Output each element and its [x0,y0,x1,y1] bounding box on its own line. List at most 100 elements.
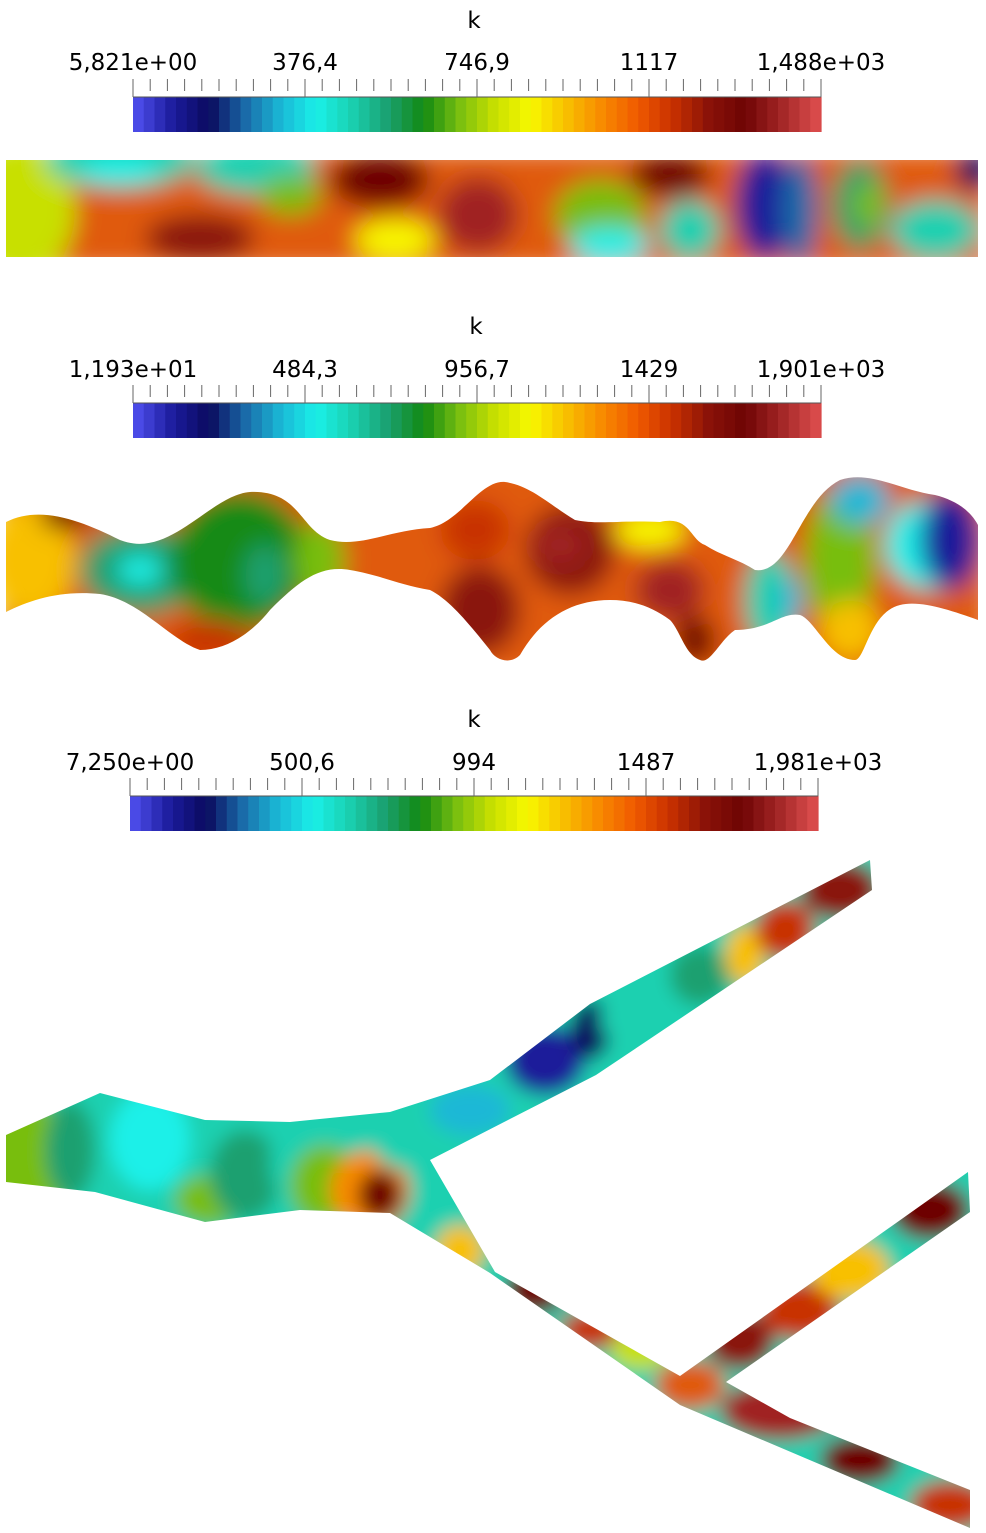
colorbar-band [466,403,478,438]
panel-3-colorbar-label-2: 994 [452,750,496,776]
colorbar-band [563,97,575,132]
panel-3-title: k [467,707,481,733]
colorbar-band [552,97,564,132]
colorbar-band [713,97,725,132]
colorbar-band [197,97,209,132]
colorbar-band [606,403,618,438]
colorbar-band [334,796,346,831]
colorbar-band [702,403,715,438]
colorbar-band [326,97,338,132]
colorbar-band [143,403,156,438]
colorbar-band [323,796,335,831]
panel-3: k 7,250e+00 500,6 994 1487 1,981e+03 [6,707,970,1528]
colorbar-band [380,403,392,438]
colorbar-band [638,97,650,132]
colorbar-band [616,97,629,132]
panel-2-colorbar-label-1: 484,3 [272,357,338,383]
panel-2-field [6,477,978,661]
colorbar-band [315,97,328,132]
colorbar-band [133,97,145,132]
colorbar-band [796,796,808,831]
colorbar-band [541,97,553,132]
colorbar-band [337,97,349,132]
panel-2-colorbar-label-2: 956,7 [444,357,510,383]
colorbar-band [756,403,768,438]
colorbar-band [474,796,486,831]
colorbar-band [573,97,586,132]
colorbar-band [788,403,801,438]
colorbar-band [434,403,446,438]
colorbar-band [649,403,661,438]
panel-2-colorbar-label-0: 1,193e+01 [69,357,198,383]
colorbar-band [710,796,722,831]
colorbar-band [635,796,647,831]
colorbar-band [165,403,177,438]
colorbar-band [337,403,349,438]
colorbar-band [272,403,285,438]
colorbar-band [240,97,252,132]
colorbar-band [455,403,467,438]
colorbar-band [219,403,231,438]
colorbar-band [434,97,446,132]
colorbar-band [452,796,464,831]
colorbar-band [742,796,755,831]
colorbar-band [627,97,639,132]
colorbar-band [305,97,317,132]
panel-2: k 1,193e+01 484,3 956,7 1429 1,901e+03 [6,314,978,661]
colorbar-band [735,403,747,438]
colorbar-band [702,97,715,132]
colorbar-band [173,796,185,831]
colorbar-band [573,403,586,438]
panel-1: k 5,821e+00 376,4 746,9 1117 1,488e+03 [6,8,978,257]
colorbar-band [302,796,314,831]
colorbar-band [498,403,510,438]
colorbar-band [713,403,725,438]
panel-3-colorbar [129,778,819,831]
colorbar-band [294,403,306,438]
colorbar-band [183,796,196,831]
colorbar-band [205,796,217,831]
colorbar-band [764,796,776,831]
colorbar-band [517,796,529,831]
colorbar-band [176,403,188,438]
colorbar-band [678,796,690,831]
colorbar-band [659,403,672,438]
colorbar-band [487,97,500,132]
panel-1-colorbar-label-3: 1117 [620,50,679,76]
colorbar-band [799,403,811,438]
panel-3-field [6,860,970,1528]
colorbar-band [355,796,368,831]
colorbar-band [291,796,303,831]
colorbar-band [208,97,220,132]
colorbar-band [229,97,242,132]
colorbar-band [326,403,338,438]
colorbar-band [799,97,811,132]
colorbar-band [595,97,607,132]
colorbar-band [506,796,518,831]
colorbar-band [656,796,669,831]
panel-1-colorbar-label-4: 1,488e+03 [757,50,886,76]
colorbar-band [646,796,658,831]
colorbar-band [699,796,712,831]
colorbar-band [584,97,596,132]
colorbar-band [423,97,435,132]
colorbar-band [775,796,787,831]
colorbar-band [280,796,292,831]
colorbar-band [312,796,325,831]
colorbar-band [735,97,747,132]
colorbar-band [380,97,392,132]
colorbar-band [581,796,593,831]
panel-3-colorbar-label-1: 500,6 [269,750,335,776]
colorbar-band [487,403,500,438]
panel-1-field [6,160,978,257]
colorbar-band [133,403,145,438]
colorbar-band [466,97,478,132]
colorbar-band [592,796,604,831]
colorbar-band [143,97,156,132]
colorbar-band [176,97,188,132]
colorbar-band [616,403,629,438]
colorbar-band [455,97,467,132]
colorbar-band [509,97,521,132]
colorbar-band [398,796,411,831]
colorbar-band [369,403,381,438]
